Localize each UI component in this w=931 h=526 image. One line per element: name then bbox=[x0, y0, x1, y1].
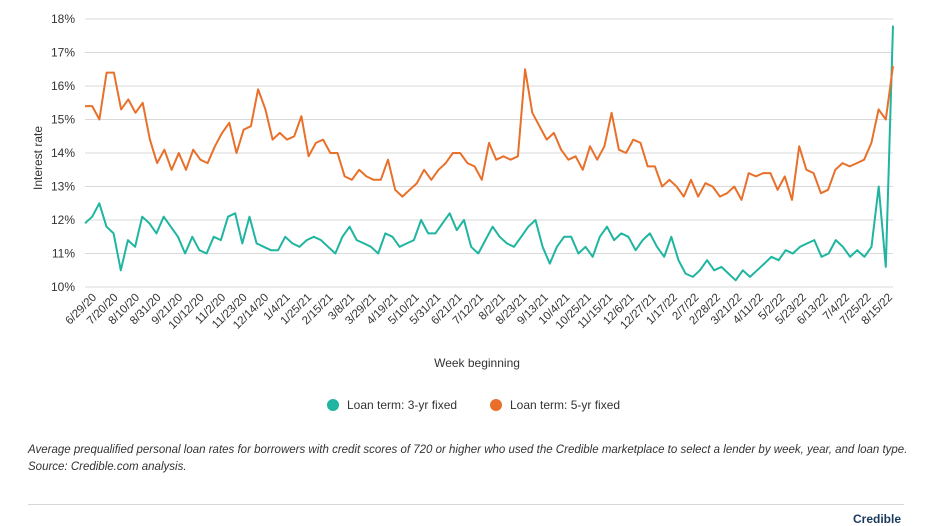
y-tick-label: 12% bbox=[51, 213, 75, 227]
y-axis-label: Interest rate bbox=[31, 126, 45, 190]
y-tick-label: 14% bbox=[51, 146, 75, 160]
legend-marker bbox=[327, 399, 339, 411]
series-line-3yr bbox=[84, 25, 894, 282]
chart-caption: Average prequalified personal loan rates… bbox=[28, 444, 908, 473]
y-tick-label: 18% bbox=[51, 12, 75, 26]
y-tick-label: 11% bbox=[52, 247, 75, 261]
legend-label: Loan term: 3-yr fixed bbox=[347, 398, 457, 412]
line-chart: 10% 11% 12% 13% 14% 15% 16% 17% 18% Interest rat… bbox=[31, 12, 896, 412]
legend-marker bbox=[490, 399, 502, 411]
y-tick-label: 15% bbox=[51, 113, 75, 127]
credible-logo: Credible bbox=[852, 512, 901, 526]
y-axis-ticks: 10% 11% 12% 13% 14% 15% 16% 17% 18% bbox=[51, 12, 75, 294]
x-axis-label: Week beginning bbox=[434, 356, 520, 370]
grid-lines bbox=[85, 18, 893, 288]
series-line-5yr bbox=[85, 65, 894, 201]
y-tick-label: 13% bbox=[51, 180, 75, 194]
legend-label: Loan term: 5-yr fixed bbox=[510, 398, 620, 412]
y-tick-label: 17% bbox=[51, 46, 75, 60]
divider bbox=[28, 504, 904, 505]
x-axis-ticks: 6/29/207/20/208/10/208/31/209/21/2010/12… bbox=[64, 292, 896, 332]
y-tick-label: 16% bbox=[51, 79, 75, 93]
legend: Loan term: 3-yr fixed Loan term: 5-yr fix… bbox=[327, 398, 620, 412]
series-lines bbox=[84, 25, 894, 282]
y-tick-label: 10% bbox=[51, 280, 75, 294]
